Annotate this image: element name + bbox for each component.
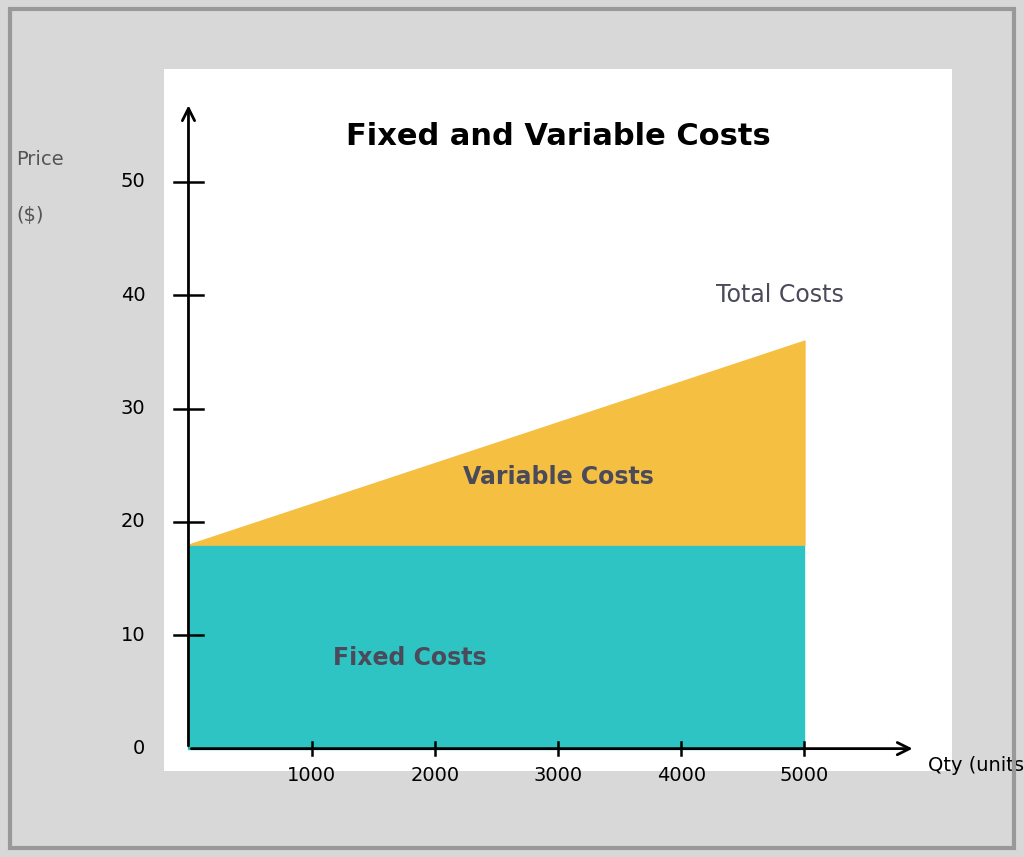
Text: 20: 20 [121,512,145,531]
Text: Fixed Costs: Fixed Costs [334,646,487,670]
Text: 3000: 3000 [534,765,583,785]
Text: 40: 40 [121,285,145,305]
Text: ($): ($) [16,207,43,225]
Text: Total Costs: Total Costs [716,284,844,308]
Text: 10: 10 [121,626,145,644]
Text: 30: 30 [121,399,145,418]
Text: Fixed and Variable Costs: Fixed and Variable Costs [346,122,770,151]
Text: 4000: 4000 [656,765,706,785]
Text: 0: 0 [133,739,145,758]
Text: 50: 50 [121,172,145,191]
Text: Variable Costs: Variable Costs [463,464,653,488]
Text: 5000: 5000 [780,765,829,785]
Text: Price: Price [16,150,63,169]
Text: Qty (units): Qty (units) [928,756,1024,775]
Text: 1000: 1000 [287,765,336,785]
Text: 2000: 2000 [411,765,460,785]
